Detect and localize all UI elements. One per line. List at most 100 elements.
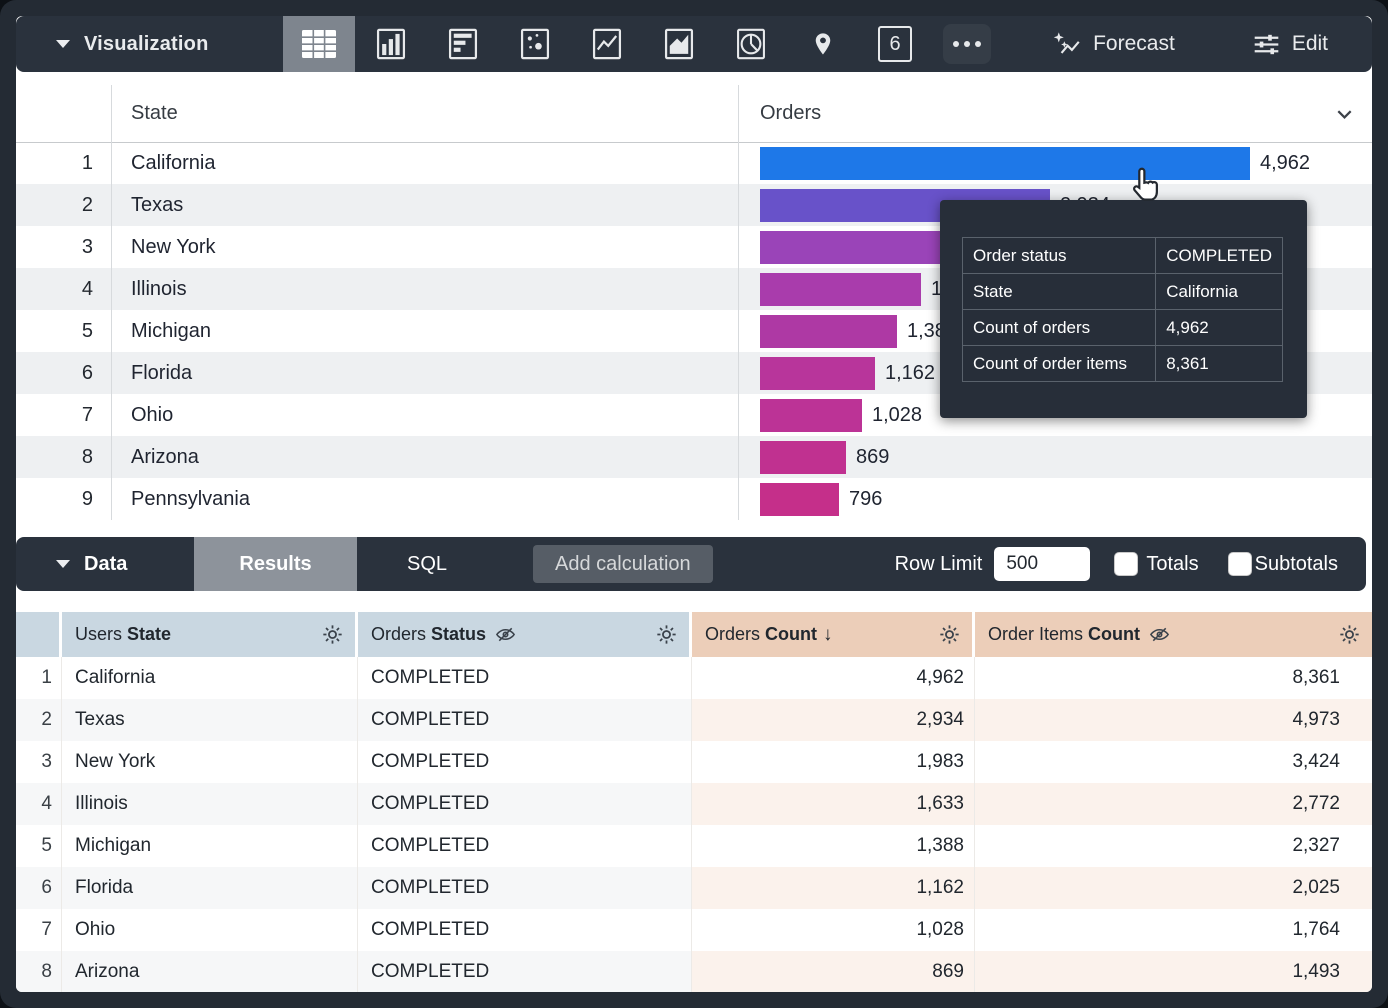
- viz-type-line-chart-button[interactable]: [571, 16, 643, 72]
- orders-bar[interactable]: [760, 314, 897, 348]
- hidden-from-viz-icon: [1148, 623, 1171, 646]
- gear-icon[interactable]: [320, 622, 345, 647]
- orders-count-cell: 4,962: [692, 657, 975, 699]
- edit-button[interactable]: Edit: [1253, 32, 1328, 57]
- viz-type-table-button[interactable]: [283, 16, 355, 72]
- column-header-orders-count[interactable]: Orders Count ↓: [692, 612, 975, 657]
- viz-state-cell: Michigan: [131, 319, 212, 342]
- header-prefix: Orders: [705, 624, 761, 644]
- viz-type-more-button[interactable]: [931, 16, 1003, 72]
- viz-orders-header-label: Orders: [760, 102, 822, 124]
- forecast-sparkle-icon: [1051, 30, 1081, 58]
- orders-count-cell: 1,162: [692, 867, 975, 909]
- orders-bar[interactable]: [760, 272, 921, 306]
- subtotals-checkbox[interactable]: [1227, 552, 1252, 576]
- header-field: Count: [1088, 624, 1141, 644]
- add-calculation-button[interactable]: Add calculation: [533, 545, 713, 583]
- data-table-row: 2 Texas COMPLETED 2,934 4,973: [16, 699, 1372, 741]
- bar-hover-tooltip: Order status COMPLETED State California Coun…: [940, 200, 1307, 418]
- column-header-order-items-count[interactable]: Order Items Count: [975, 612, 1372, 657]
- viz-orders-column-header[interactable]: Orders: [738, 102, 1372, 125]
- tooltip-value: COMPLETED: [1155, 237, 1283, 274]
- header-field: Count: [765, 624, 817, 644]
- forecast-button[interactable]: Forecast: [1051, 30, 1175, 58]
- edit-label: Edit: [1291, 32, 1328, 55]
- viz-state-cell: Pennsylvania: [131, 487, 250, 510]
- visualization-section-toggle[interactable]: Visualization: [16, 33, 283, 56]
- tooltip-label: State: [961, 273, 1157, 310]
- data-title: Data: [84, 552, 128, 575]
- order-items-count-cell: 1,493: [975, 951, 1372, 992]
- viz-type-area-chart-button[interactable]: [643, 16, 715, 72]
- chevron-down-icon[interactable]: [1331, 100, 1358, 127]
- orders-status-cell: COMPLETED: [358, 909, 692, 951]
- orders-status-cell: COMPLETED: [358, 951, 692, 992]
- viz-type-pie-chart-button[interactable]: [715, 16, 787, 72]
- viz-row-number: 9: [81, 487, 93, 510]
- orders-bar[interactable]: [760, 440, 846, 474]
- data-section-toggle[interactable]: Data: [16, 553, 194, 576]
- visualization-title: Visualization: [84, 32, 209, 55]
- viz-type-column-chart-button[interactable]: [355, 16, 427, 72]
- totals-checkbox[interactable]: [1114, 552, 1139, 576]
- gear-icon[interactable]: [1337, 622, 1362, 647]
- viz-table-header: State Orders: [16, 85, 1372, 143]
- data-row-number: 3: [16, 741, 62, 783]
- mouse-cursor-pointer: [1126, 166, 1164, 213]
- tab-results[interactable]: Results: [194, 537, 357, 591]
- orders-bar-value: 796: [849, 487, 883, 510]
- viz-row-number: 7: [81, 403, 93, 426]
- orders-bar[interactable]: [760, 482, 839, 516]
- tab-sql[interactable]: SQL: [406, 552, 448, 575]
- viz-column-divider: [111, 85, 112, 520]
- tooltip-row: State California: [961, 273, 1283, 310]
- table-icon: [301, 29, 337, 59]
- users-state-cell: Michigan: [62, 825, 358, 867]
- data-table-row: 7 Ohio COMPLETED 1,028 1,764: [16, 909, 1372, 951]
- users-state-cell: New York: [62, 741, 358, 783]
- single-value-glyph: 6: [889, 32, 901, 55]
- more-options-icon: [943, 24, 991, 64]
- column-header-users-state[interactable]: Users State: [62, 612, 358, 657]
- orders-count-cell: 2,934: [692, 699, 975, 741]
- viz-state-column-header[interactable]: State: [131, 102, 178, 124]
- users-state-cell: Illinois: [62, 783, 358, 825]
- viz-state-cell: New York: [131, 235, 216, 258]
- orders-bar[interactable]: [760, 398, 862, 432]
- viz-type-bar-chart-button[interactable]: [427, 16, 499, 72]
- data-table-row: 8 Arizona COMPLETED 869 1,493: [16, 951, 1372, 992]
- gear-icon[interactable]: [937, 622, 962, 647]
- viz-type-map-button[interactable]: [787, 16, 859, 72]
- viz-orders-cell: 1,162: [738, 352, 1372, 394]
- orders-bar-value: 869: [856, 445, 890, 468]
- orders-status-cell: COMPLETED: [358, 741, 692, 783]
- order-items-count-cell: 2,025: [975, 867, 1372, 909]
- order-items-count-cell: 4,973: [975, 699, 1372, 741]
- header-prefix: Orders: [371, 624, 427, 644]
- gear-icon[interactable]: [654, 622, 679, 647]
- collapse-caret-icon: [56, 560, 70, 568]
- row-limit-input[interactable]: [994, 547, 1091, 581]
- header-field: Status: [431, 624, 487, 644]
- orders-bar[interactable]: [760, 146, 1250, 180]
- viz-table-row: 1 California 4,962: [16, 142, 1372, 184]
- orders-bar-value: 4,962: [1260, 151, 1311, 174]
- viz-row-number: 4: [81, 277, 93, 300]
- orders-count-cell: 1,028: [692, 909, 975, 951]
- viz-row-number: 3: [81, 235, 93, 258]
- totals-label: Totals: [1146, 552, 1199, 575]
- viz-row-number: 6: [81, 361, 93, 384]
- viz-orders-cell: 1,028: [738, 394, 1372, 436]
- viz-type-scatter-button[interactable]: [499, 16, 571, 72]
- orders-bar[interactable]: [760, 356, 875, 390]
- users-state-cell: Arizona: [62, 951, 358, 992]
- data-row-number-header: [16, 612, 62, 657]
- single-value-icon: 6: [878, 26, 912, 62]
- column-header-orders-status[interactable]: Orders Status: [358, 612, 692, 657]
- orders-bar[interactable]: [760, 230, 956, 264]
- data-table-header: Users State Orders Status: [16, 612, 1372, 657]
- viz-type-single-value-button[interactable]: 6: [859, 16, 931, 72]
- forecast-label: Forecast: [1093, 32, 1175, 55]
- viz-table-row: 7 Ohio 1,028: [16, 394, 1372, 436]
